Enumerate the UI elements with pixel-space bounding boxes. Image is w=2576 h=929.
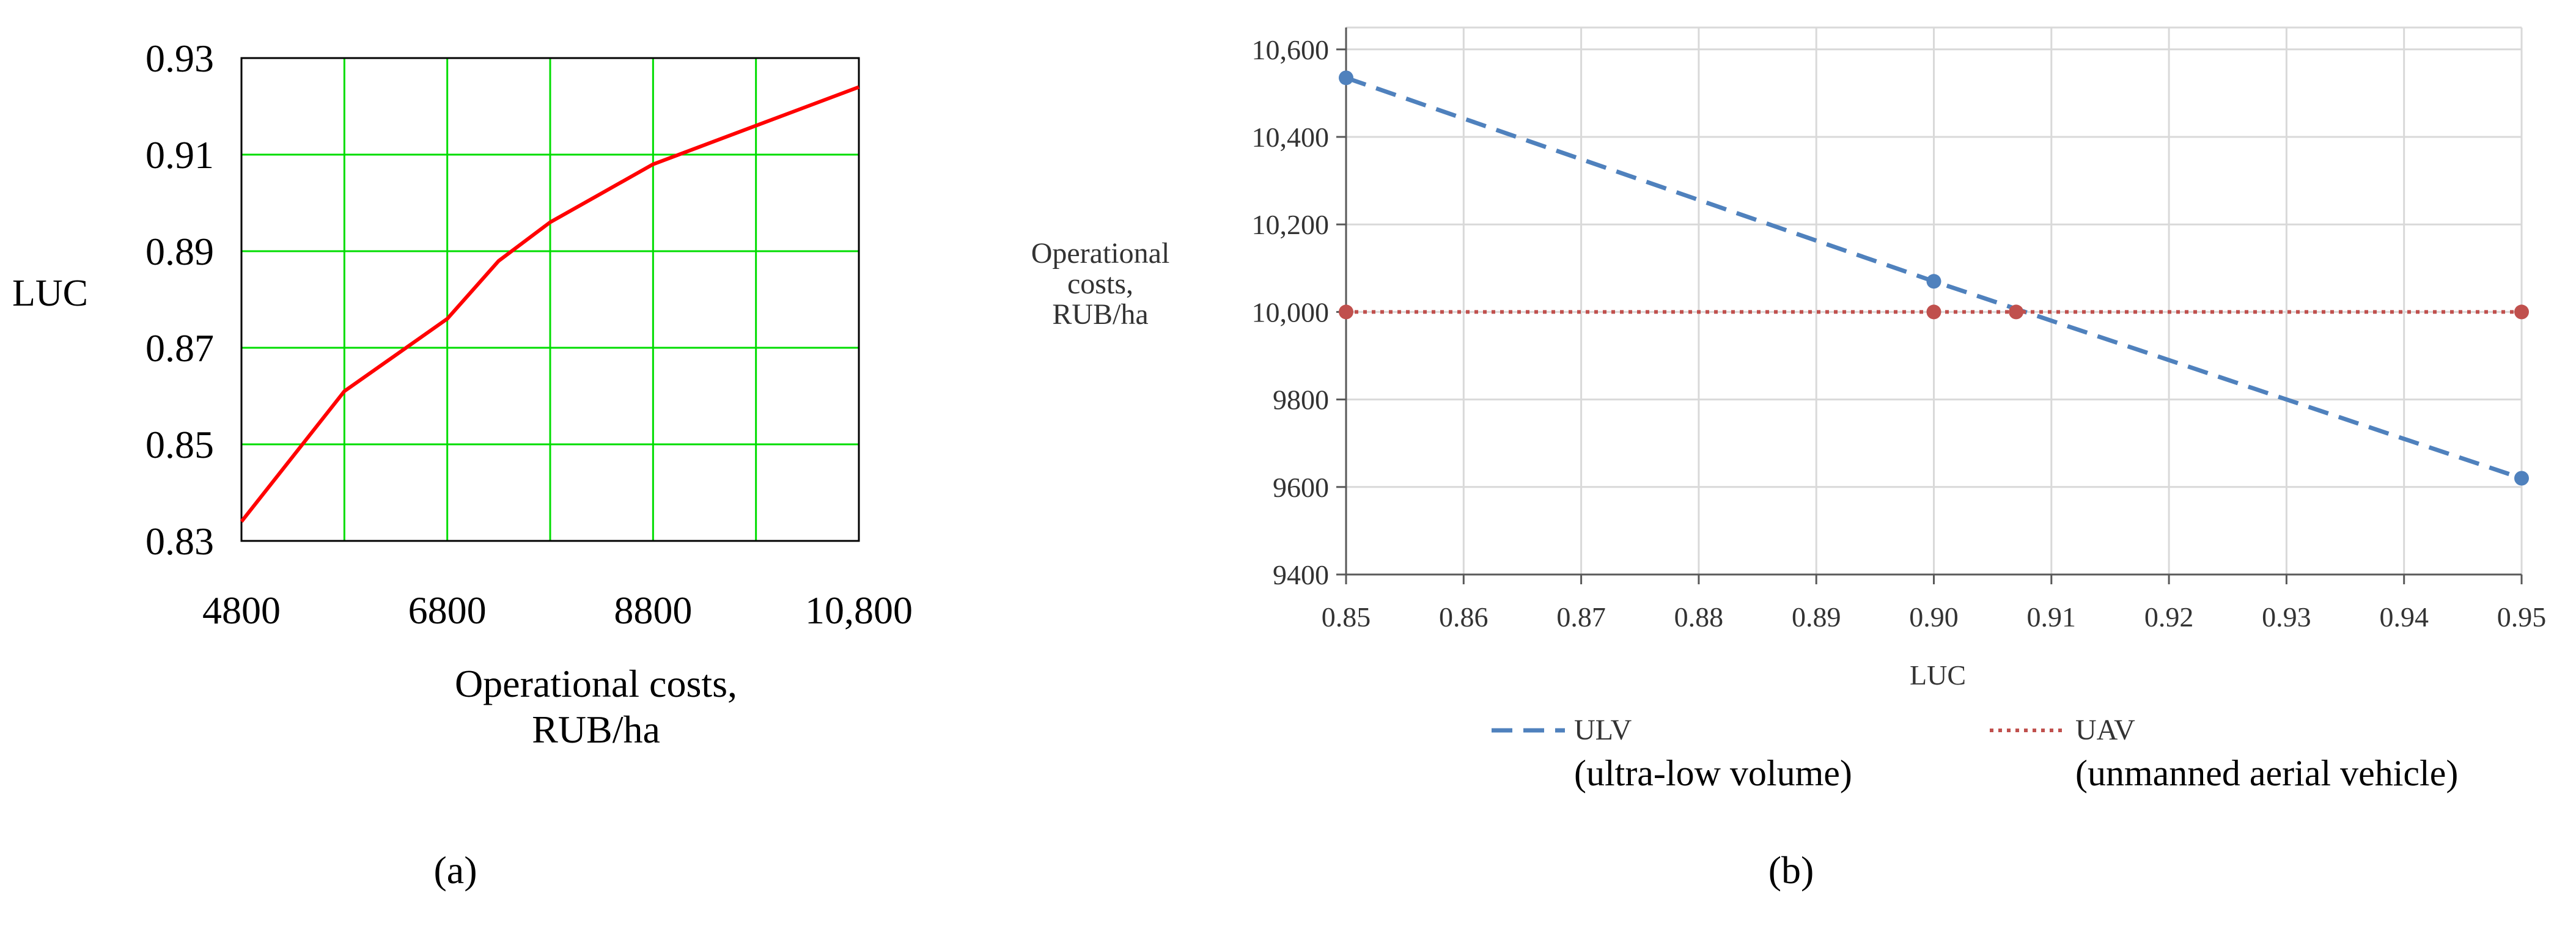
panel-b-x-tick-label-10: 0.95 bbox=[2497, 601, 2547, 633]
panel-a-x-tick-label-0: 4800 bbox=[202, 589, 281, 632]
panel-a-series-line-0 bbox=[240, 85, 860, 523]
panel-b-x-tick-label-0: 0.85 bbox=[1322, 601, 1371, 633]
panel-b-legend: ULV (ultra-low volume) UAV (unmanned aerial… bbox=[1492, 714, 2458, 793]
panel-b-x-tick-label-9: 0.94 bbox=[2379, 601, 2429, 633]
panel-a-y-tick-label-4: 0.91 bbox=[145, 133, 214, 177]
panel-b-x-tick-labels: 0.85 0.86 0.87 0.88 0.89 0.90 0.91 0.92 0.93 0.94… bbox=[1322, 601, 2547, 633]
panel-b-series-1-marker-3 bbox=[2514, 304, 2529, 320]
panel-b-x-tick-label-3: 0.88 bbox=[1674, 601, 1724, 633]
panel-b-x-tick-label-7: 0.92 bbox=[2144, 601, 2194, 633]
panel-b-x-tick-label-2: 0.87 bbox=[1556, 601, 1606, 633]
panel-b-y-axis-label-line-1: costs, bbox=[1067, 268, 1133, 300]
panel-a-label: (a) bbox=[433, 848, 477, 892]
panel-b-series-1-marker-0 bbox=[1339, 304, 1353, 320]
panel-b-y-tick-label-2: 9800 bbox=[1273, 384, 1329, 416]
panel-b-series-0-marker-0 bbox=[1339, 70, 1353, 86]
panel-b-series bbox=[1339, 70, 2529, 486]
panel-b-y-tick-label-0: 9400 bbox=[1273, 559, 1329, 590]
panel-a-series bbox=[240, 85, 860, 523]
panel-b-y-axis-label-line-0: Operational bbox=[1031, 237, 1170, 270]
panel-b-y-tick-label-5: 10,400 bbox=[1252, 122, 1330, 153]
panel-a-x-axis-label-line-0: Operational costs, bbox=[455, 662, 737, 705]
panel-b-y-tick-label-6: 10,600 bbox=[1252, 34, 1330, 65]
panel-a-y-axis-label: LUC bbox=[12, 273, 88, 314]
panel-a-x-tick-label-1: 6800 bbox=[408, 589, 487, 632]
panel-b-x-tick-label-5: 0.90 bbox=[1909, 601, 1959, 633]
panel-a-x-axis-label-line-1: RUB/ha bbox=[532, 708, 660, 751]
panel-a-y-tick-label-1: 0.85 bbox=[145, 423, 214, 466]
panel-b-legend-description-0: (ultra-low volume) bbox=[1574, 753, 1852, 793]
panel-a-plot-frame bbox=[240, 57, 860, 542]
panel-a-x-tick-label-2: 8800 bbox=[614, 589, 692, 632]
panel-b-axes bbox=[1336, 28, 2523, 584]
panel-a-y-tick-labels: 0.83 0.85 0.87 0.89 0.91 0.93 bbox=[145, 37, 214, 563]
panel-a-x-axis-label: Operational costs,RUB/ha bbox=[455, 662, 737, 751]
panel-b-x-tick-label-1: 0.86 bbox=[1439, 601, 1489, 633]
panel-b-label: (b) bbox=[1768, 848, 1814, 892]
panel-b-x-tick-label-8: 0.93 bbox=[2262, 601, 2311, 633]
panel-b-x-tick-label-4: 0.89 bbox=[1792, 601, 1841, 633]
panel-a-y-tick-label-3: 0.89 bbox=[145, 230, 214, 273]
panel-b-series-0-marker-2 bbox=[2514, 471, 2529, 486]
panel-b-series-1-marker-1 bbox=[1926, 304, 1941, 320]
panel-b-y-axis-label-line-2: RUB/ha bbox=[1052, 298, 1148, 331]
panel-b-y-tick-label-4: 10,200 bbox=[1252, 209, 1330, 240]
panel-b-x-tick-label-6: 0.91 bbox=[2027, 601, 2077, 633]
panel-a-y-tick-label-0: 0.83 bbox=[145, 520, 214, 563]
panel-b-y-tick-label-3: 10,000 bbox=[1252, 296, 1330, 328]
panel-a-x-tick-labels: 4800 6800 8800 10,800 bbox=[202, 589, 913, 632]
panel-b-x-axis-label: LUC bbox=[1910, 659, 1966, 691]
panel-a-gridlines bbox=[241, 57, 860, 542]
panel-b-legend-description-1: (unmanned aerial vehicle) bbox=[2075, 753, 2458, 793]
panel-b-legend-name-1: UAV bbox=[2075, 714, 2135, 746]
panel-b-chart: 0.85 0.86 0.87 0.88 0.89 0.90 0.91 0.92 0.93 0.94… bbox=[1031, 26, 2547, 892]
panel-b-series-1-marker-2 bbox=[2009, 304, 2024, 320]
panel-b-legend-name-0: ULV bbox=[1574, 714, 1632, 746]
panel-a-x-tick-label-3: 10,800 bbox=[805, 589, 913, 632]
panel-b-y-tick-labels: 9400 9600 9800 10,000 10,200 10,400 10,600 bbox=[1252, 34, 1330, 590]
panel-a-chart: 4800 6800 8800 10,800 0.830.850.870.890.910… bbox=[12, 37, 913, 892]
panel-b-gridlines bbox=[1345, 26, 2523, 576]
panel-b-y-tick-label-1: 9600 bbox=[1273, 472, 1329, 503]
panel-b-series-0-marker-1 bbox=[1926, 274, 1941, 289]
panel-a-y-tick-label-2: 0.87 bbox=[145, 326, 214, 370]
panel-a-y-tick-label-5: 0.93 bbox=[145, 37, 214, 80]
